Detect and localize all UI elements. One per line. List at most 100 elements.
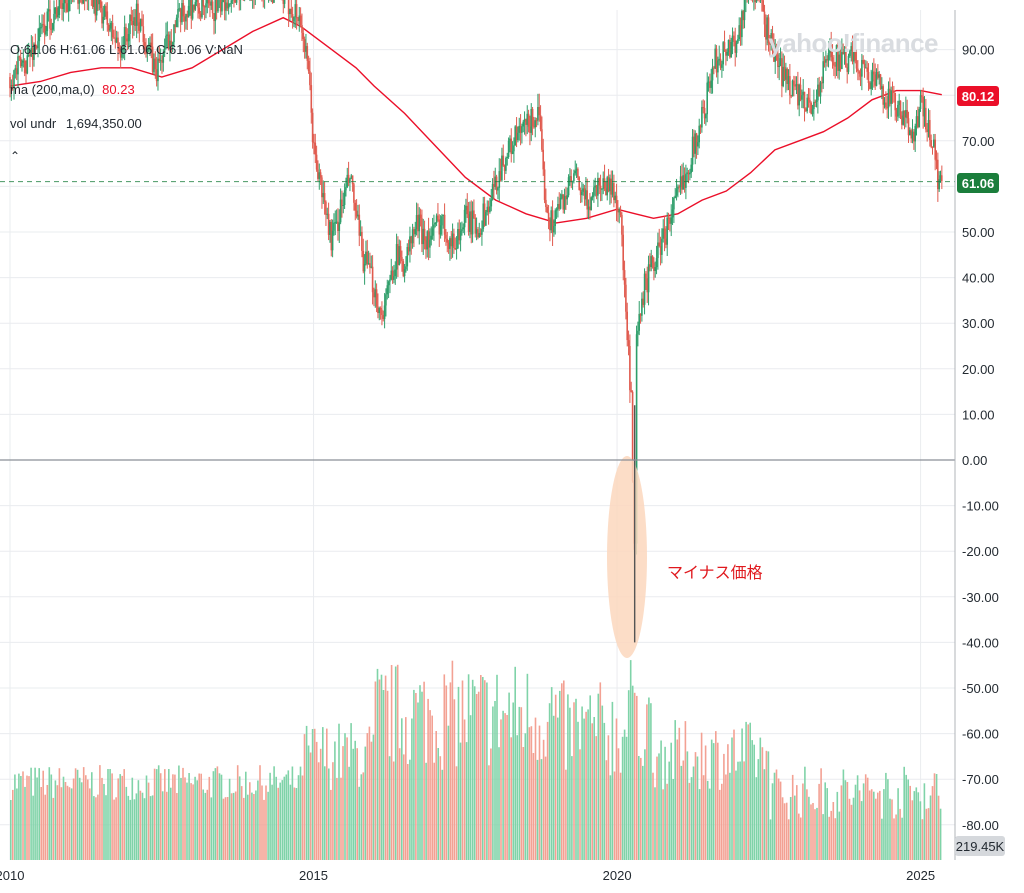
candle-body <box>290 8 293 14</box>
volume-legend[interactable]: vol undr 1,694,350.00 <box>10 116 142 131</box>
candle-body <box>927 120 930 132</box>
candle-body <box>295 4 298 19</box>
candle-body <box>901 115 903 125</box>
candle-body <box>26 55 29 74</box>
volume-bar <box>575 698 577 860</box>
candle-body <box>171 42 174 47</box>
volume-bar <box>911 800 914 860</box>
candle-body <box>319 172 322 178</box>
ma-legend-label: ma (200,ma,0) <box>10 82 95 97</box>
volume-bar <box>518 706 521 860</box>
y-tick-label: -60.00 <box>962 727 999 742</box>
volume-bar <box>103 784 105 860</box>
candle-body <box>421 218 423 245</box>
candle-body <box>875 72 878 86</box>
volume-bar <box>506 715 508 860</box>
candle-body <box>161 60 163 63</box>
candle-body <box>730 42 732 58</box>
candle-body <box>643 273 646 305</box>
candle-body <box>739 25 742 38</box>
candle-body <box>134 17 137 26</box>
volume-bar <box>372 734 375 860</box>
candle-body <box>174 24 177 28</box>
candle-body <box>722 42 724 65</box>
candle-body <box>829 44 831 54</box>
candle-body <box>933 139 935 147</box>
volume-bar <box>204 792 207 860</box>
volume-bar <box>571 756 573 860</box>
candle-body <box>127 34 130 42</box>
candle-body <box>47 9 50 12</box>
candle-body <box>719 58 722 68</box>
candle-body <box>815 100 818 102</box>
volume-bar <box>453 699 456 860</box>
candle-body <box>393 276 395 280</box>
candle-body <box>183 16 186 22</box>
volume-bar <box>755 777 758 860</box>
candle-body <box>879 74 882 89</box>
volume-bar <box>690 777 693 860</box>
volume-bar <box>923 783 926 860</box>
volume-bar <box>170 787 172 860</box>
y-tick-label: 30.00 <box>962 316 995 331</box>
candle-body <box>709 81 711 88</box>
volume-bar <box>155 769 158 860</box>
candle-body <box>38 27 41 42</box>
volume-bar <box>194 776 196 860</box>
volume-bar <box>198 773 200 860</box>
candle-body <box>506 157 509 158</box>
candle-body <box>355 210 358 217</box>
candle-body <box>559 197 562 209</box>
candle-body <box>373 292 375 298</box>
volume-bar <box>729 772 731 860</box>
negative-price-label: マイナス価格 <box>667 563 763 582</box>
candle-body <box>827 53 830 61</box>
candle-body <box>603 178 606 189</box>
candle-body <box>765 24 767 40</box>
volume-bar <box>684 721 687 860</box>
candle-body <box>305 46 307 52</box>
candle-body <box>938 179 940 190</box>
volume-bar <box>733 729 735 860</box>
annotation-group: マイナス価格 <box>607 456 763 658</box>
candle-body <box>299 15 302 26</box>
candle-body <box>405 266 407 269</box>
volume-bar <box>654 787 656 860</box>
volume-bar <box>283 776 286 860</box>
candle-body <box>895 110 898 117</box>
candle-body <box>710 80 712 88</box>
candle-body <box>515 126 518 141</box>
volume-bar <box>899 808 901 860</box>
volume-bar <box>433 762 435 860</box>
volume-bar <box>135 793 138 860</box>
candle-body <box>338 222 341 231</box>
volume-bar <box>935 774 938 860</box>
candle-body <box>133 17 135 25</box>
candle-body <box>590 197 592 211</box>
volume-bar <box>636 695 638 860</box>
volume-bar <box>895 814 897 860</box>
candle-body <box>583 188 586 200</box>
chevron-up-icon[interactable]: ⌃ <box>10 149 21 163</box>
candle-body <box>65 0 67 4</box>
volume-bar <box>216 766 219 860</box>
candle-body <box>777 54 779 67</box>
candle-body <box>101 8 103 24</box>
volume-bar <box>818 783 820 860</box>
candle-body <box>626 311 628 341</box>
candle-body <box>521 126 523 133</box>
candle-body <box>503 165 506 171</box>
candle-body <box>721 64 723 68</box>
ma-legend[interactable]: ma (200,ma,0) 80.23 <box>10 82 135 97</box>
volume-bar <box>504 713 506 860</box>
volume-bar <box>773 772 776 860</box>
volume-bar <box>334 741 336 860</box>
volume-bar <box>469 715 472 860</box>
candle-body <box>429 239 431 248</box>
volume-bar <box>220 774 223 860</box>
candle-body <box>29 54 31 57</box>
candle-body <box>766 17 768 40</box>
candle-body <box>853 47 855 62</box>
candle-body <box>566 195 568 200</box>
